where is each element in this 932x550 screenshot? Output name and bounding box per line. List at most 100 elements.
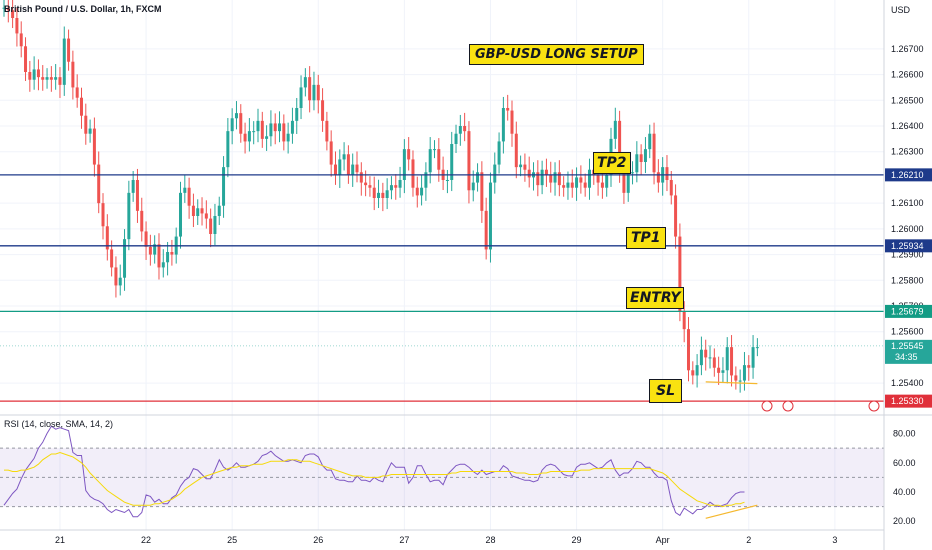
candle-body: [148, 246, 152, 255]
event-marker-icon: [761, 400, 773, 412]
candle-body: [239, 113, 243, 134]
candle-body: [734, 375, 738, 381]
candle-body: [587, 169, 591, 188]
candle-body: [652, 133, 656, 173]
sl-annotation[interactable]: SL: [649, 379, 683, 403]
time-tick-label: Apr: [656, 535, 670, 545]
candle-body: [183, 187, 187, 193]
candle-body: [704, 349, 708, 358]
candles: [2, 0, 759, 393]
rsi-axis[interactable]: 80.00 60.00 40.00 20.00: [893, 429, 916, 527]
candle-body: [222, 167, 226, 206]
candle-body: [622, 169, 626, 193]
candle-body: [364, 182, 368, 186]
candle-body: [407, 149, 411, 160]
candle-body: [49, 77, 53, 80]
candle-body: [166, 252, 170, 263]
candle-body: [570, 182, 574, 188]
candle-body: [316, 84, 320, 101]
candle-body: [226, 131, 230, 168]
candle-body: [618, 120, 622, 170]
candle-body: [110, 249, 114, 268]
candle-body: [265, 136, 269, 139]
rsi-band-fill: [0, 448, 884, 507]
candle-body: [161, 262, 165, 268]
candle-body: [493, 164, 497, 183]
candle-body: [41, 77, 45, 80]
candle-body: [678, 236, 682, 312]
candle-body: [6, 7, 10, 11]
candle-body: [67, 38, 71, 62]
candle-body: [299, 87, 303, 108]
candle-body: [674, 195, 678, 237]
setup-annotation[interactable]: GBP-USD LONG SETUP: [469, 44, 644, 65]
rsi-tick-label: 20.00: [893, 516, 916, 526]
candle-body: [725, 347, 729, 371]
candle-body: [32, 69, 36, 80]
price-tick-label: 1.25900: [891, 250, 924, 260]
price-tick-label: 1.26400: [891, 121, 924, 131]
tp2-annotation[interactable]: TP2: [593, 152, 631, 174]
candle-body: [527, 169, 531, 178]
price-pane[interactable]: [0, 0, 884, 414]
price-tick-label: 1.26500: [891, 95, 924, 105]
candle-body: [420, 187, 424, 196]
candle-body: [536, 172, 540, 186]
level-price-tag: [885, 168, 932, 182]
tp1-annotation[interactable]: TP1: [626, 227, 666, 249]
candle-body: [260, 120, 264, 139]
candle-body: [58, 77, 62, 85]
candle-body: [389, 185, 393, 191]
gridlines: [0, 0, 884, 530]
level-price-tag: [885, 394, 932, 408]
candle-body: [579, 177, 583, 183]
candle-body: [114, 267, 118, 286]
time-tick-label: 2: [746, 535, 751, 545]
candle-body: [519, 164, 523, 168]
candle-body: [562, 185, 566, 188]
candle-body: [381, 192, 385, 198]
candle-body: [88, 128, 92, 134]
candle-body: [278, 123, 282, 132]
price-tick-label: 1.25600: [891, 327, 924, 337]
candle-body: [747, 365, 751, 368]
candle-body: [157, 244, 161, 268]
candle-body: [15, 18, 19, 34]
currency-label[interactable]: USD: [891, 5, 911, 15]
candle-body: [144, 231, 148, 247]
candle-body: [338, 159, 342, 175]
time-axis[interactable]: 21 22 25 26 27 28 29 Apr 2 3: [55, 535, 837, 545]
level-price-tag: [885, 304, 932, 318]
candle-body: [359, 172, 363, 183]
price-axis[interactable]: 1.26700 1.26600 1.26500 1.26400 1.26300 1.261…: [885, 44, 932, 408]
time-tick-label: 29: [572, 535, 582, 545]
candle-body: [213, 216, 217, 234]
candle-body: [575, 177, 579, 188]
candle-body: [247, 131, 251, 142]
candle-body: [488, 182, 492, 250]
symbol-title[interactable]: British Pound / U.S. Dollar, 1h, FXCM: [4, 4, 162, 14]
candle-body: [458, 126, 462, 134]
candle-body: [523, 164, 527, 170]
candle-body: [682, 311, 686, 330]
time-tick-label: 27: [399, 535, 409, 545]
candle-body: [600, 182, 604, 188]
candle-body: [596, 174, 600, 183]
candle-body: [433, 149, 436, 151]
time-tick-label: 28: [485, 535, 495, 545]
level-price-label: 1.25545: [891, 341, 924, 351]
candle-body: [665, 167, 669, 180]
candle-body: [308, 77, 312, 101]
candle-body: [200, 208, 204, 214]
candle-body: [540, 169, 544, 186]
candle-body: [639, 154, 643, 162]
time-tick-label: 3: [832, 535, 837, 545]
candle-body: [510, 110, 514, 134]
candle-body: [402, 149, 406, 180]
rsi-title[interactable]: RSI (14, close, SMA, 14, 2): [4, 419, 114, 429]
entry-annotation[interactable]: ENTRY: [626, 287, 685, 309]
candle-body: [187, 187, 191, 206]
candle-body: [398, 180, 402, 188]
candle-body: [635, 154, 639, 173]
